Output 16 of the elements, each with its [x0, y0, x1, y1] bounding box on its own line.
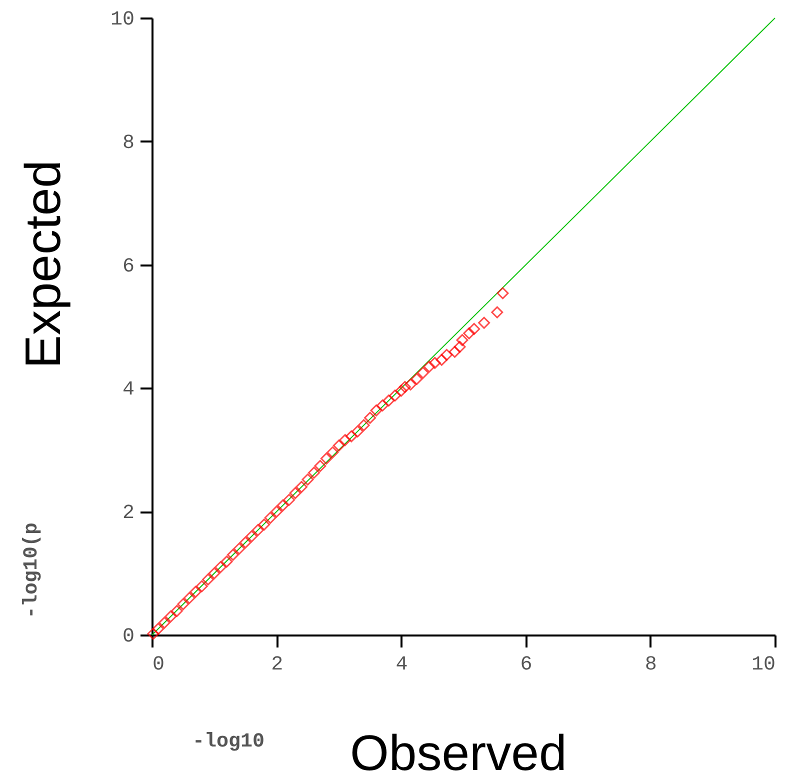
x-tick-label: 10 — [751, 654, 776, 676]
y-tick-label: 10 — [110, 8, 134, 32]
y-tick-label: 6 — [122, 255, 134, 278]
x-tick-label: 6 — [520, 654, 532, 676]
text: Observed — [350, 725, 567, 781]
y-tick-label: 4 — [122, 378, 134, 402]
x-tick-label: 0 — [152, 654, 165, 676]
x-tick-label: 4 — [396, 654, 408, 676]
y-tick-label: 0 — [122, 626, 134, 648]
y-axis-title: -log10(p — [20, 522, 44, 618]
x-tick-label: 8 — [644, 654, 657, 676]
x-tick-label: 2 — [271, 654, 284, 676]
text: Expected — [15, 160, 71, 368]
y-tick-label: 2 — [122, 502, 134, 526]
y-tick-label: 8 — [122, 132, 134, 155]
x-axis-title: -log10 — [192, 730, 265, 754]
